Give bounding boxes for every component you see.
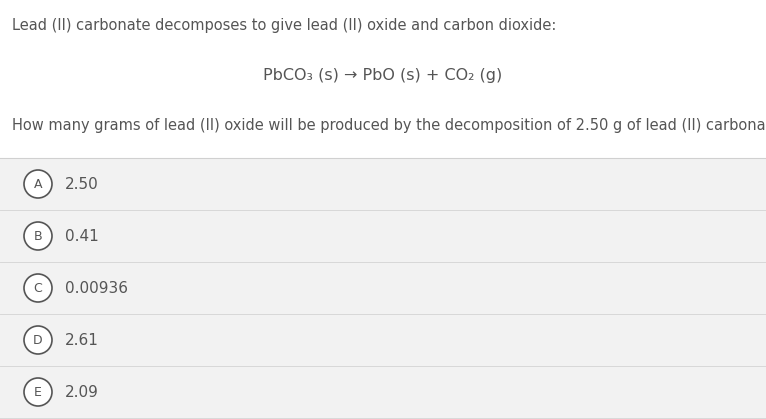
Text: E: E xyxy=(34,385,42,398)
Text: 2.09: 2.09 xyxy=(65,385,99,399)
Text: B: B xyxy=(34,230,42,243)
Text: 2.50: 2.50 xyxy=(65,176,99,191)
Bar xyxy=(0,366,766,418)
Circle shape xyxy=(24,274,52,302)
Circle shape xyxy=(24,326,52,354)
Bar xyxy=(0,158,766,210)
Text: A: A xyxy=(34,178,42,191)
Text: PbCO₃ (s) → PbO (s) + CO₂ (g): PbCO₃ (s) → PbO (s) + CO₂ (g) xyxy=(264,68,502,83)
Circle shape xyxy=(24,222,52,250)
Circle shape xyxy=(24,378,52,406)
Bar xyxy=(0,262,766,314)
Text: C: C xyxy=(34,282,42,295)
Text: 0.00936: 0.00936 xyxy=(65,280,128,295)
Bar xyxy=(0,210,766,262)
Text: Lead (II) carbonate decomposes to give lead (II) oxide and carbon dioxide:: Lead (II) carbonate decomposes to give l… xyxy=(12,18,556,33)
Text: 0.41: 0.41 xyxy=(65,228,99,243)
Bar xyxy=(0,314,766,366)
Text: 2.61: 2.61 xyxy=(65,333,99,347)
Circle shape xyxy=(24,170,52,198)
Text: How many grams of lead (II) oxide will be produced by the decomposition of 2.50 : How many grams of lead (II) oxide will b… xyxy=(12,118,766,133)
Text: D: D xyxy=(33,334,43,347)
